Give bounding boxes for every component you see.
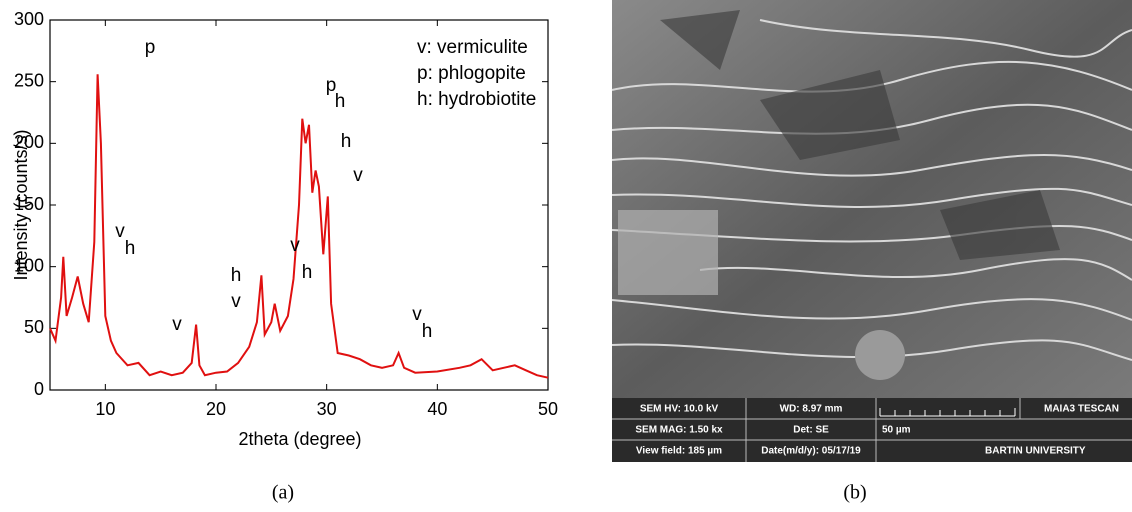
y-tick-label: 100	[14, 255, 44, 275]
peak-label: h	[422, 321, 433, 342]
y-tick-label: 50	[24, 317, 44, 337]
peak-label: h	[302, 262, 313, 283]
peak-label: h	[341, 131, 352, 152]
legend-text: p: phlogopite	[417, 63, 526, 84]
peak-label: h	[125, 238, 136, 259]
x-tick-label: 20	[206, 399, 226, 419]
sem-scale-bar	[879, 408, 1016, 417]
peak-label: v	[412, 304, 422, 325]
sem-info: 50 µm	[882, 425, 911, 436]
y-axis-label: Intensity (counts/s)	[11, 129, 31, 280]
x-tick-label: 30	[317, 399, 337, 419]
peak-label: v	[172, 314, 182, 335]
peak-label: p	[145, 37, 156, 58]
chart: 2theta (degree) Intensity (counts/s) 0 50…	[11, 9, 558, 449]
sem-info: Det: SE	[793, 425, 829, 436]
data-line	[49, 74, 549, 379]
peak-label: v	[231, 291, 241, 312]
sem-layers	[611, 19, 1132, 361]
peak-label: h	[335, 91, 346, 112]
sem-image: SEM HV: 10.0 kV WD: 8.97 mm MAIA3 TESCAN…	[611, 0, 1132, 462]
y-tick-label: 200	[14, 132, 44, 152]
sem-shadows	[660, 10, 1060, 260]
sem-info: SEM HV: 10.0 kV	[640, 404, 719, 415]
x-tick-label: 10	[95, 399, 115, 419]
x-tick-label: 40	[427, 399, 447, 419]
y-tick-label: 300	[14, 9, 44, 29]
sem-particle	[855, 330, 905, 380]
sem-info: BARTIN UNIVERSITY	[985, 446, 1086, 457]
sem-info: View field: 185 µm	[636, 446, 722, 457]
sem-info: Date(m/d/y): 05/17/19	[761, 446, 861, 457]
peak-label: h	[231, 265, 242, 286]
legend-text: v: vermiculite	[417, 37, 528, 58]
sem-info: WD: 8.97 mm	[780, 404, 843, 415]
panel-label: (a)	[272, 482, 294, 504]
sem-particle	[618, 210, 718, 295]
peak-label: p	[326, 75, 337, 96]
sem-info-bar	[612, 398, 1132, 462]
peak-label: v	[290, 235, 300, 256]
panel-label: (b)	[843, 482, 866, 504]
x-tick-label: 50	[538, 399, 558, 419]
peak-label: v	[115, 221, 125, 242]
y-tick-label: 0	[34, 379, 44, 399]
peak-label: v	[353, 165, 363, 186]
legend-text: h: hydrobiotite	[417, 89, 536, 110]
sem-info: SEM MAG: 1.50 kx	[635, 425, 723, 436]
y-tick-label: 150	[14, 194, 44, 214]
y-tick-label: 250	[14, 70, 44, 90]
x-axis-label: 2theta (degree)	[238, 429, 361, 449]
sem-info: MAIA3 TESCAN	[1044, 404, 1119, 415]
sem-info-grid	[612, 398, 1132, 462]
